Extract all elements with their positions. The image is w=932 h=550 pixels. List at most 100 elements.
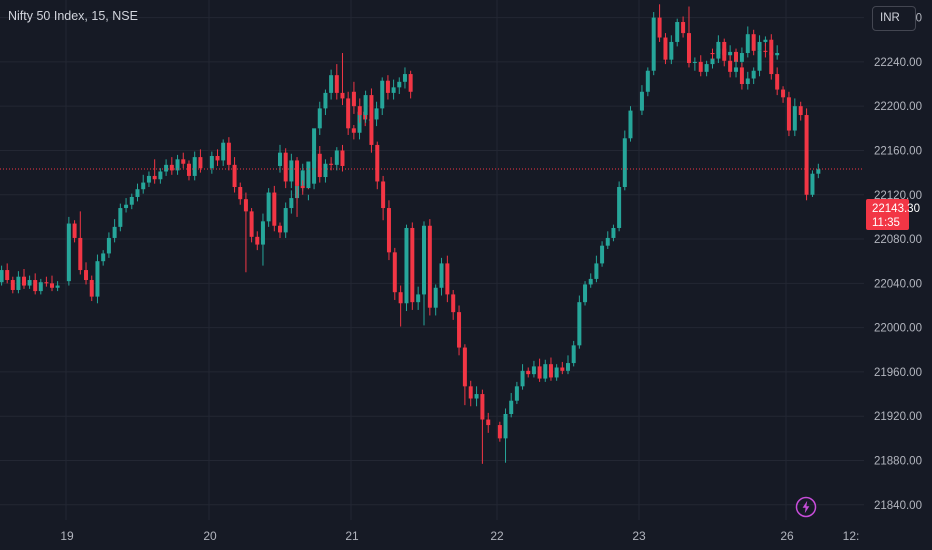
candle-body-99 <box>369 95 374 145</box>
candle-body-32 <box>112 226 117 238</box>
candle-body-73 <box>283 152 288 182</box>
candle-body-179 <box>775 74 780 90</box>
candle-body-61 <box>283 208 288 233</box>
candle-body-37 <box>141 182 146 190</box>
candle-body-34 <box>124 204 129 209</box>
y-tick-label: 22000.00 <box>874 323 922 335</box>
candle-body-50 <box>221 142 226 161</box>
y-tick-label: 21840.00 <box>874 500 922 512</box>
candle-body-25 <box>72 223 77 238</box>
candle-body-128 <box>543 364 548 379</box>
candle-body-16 <box>16 276 21 290</box>
candle-body-48 <box>209 156 214 169</box>
candle-body-93 <box>397 81 402 88</box>
candle-body-122 <box>509 400 514 415</box>
candle-body-80 <box>323 92 328 109</box>
candle-body-31 <box>106 237 111 254</box>
candle-body-154 <box>698 61 703 72</box>
y-tick-label: 22080.00 <box>874 234 922 246</box>
candle-body-107 <box>416 294 421 303</box>
candle-body-78 <box>312 128 317 162</box>
candle-body-22 <box>50 283 54 288</box>
candle-body-51 <box>226 142 231 165</box>
candle-body-47 <box>198 157 203 169</box>
candle-body-14 <box>5 270 10 281</box>
candle-body-20 <box>38 282 43 292</box>
candle-body-182 <box>792 106 797 131</box>
candle-body-90 <box>380 80 385 109</box>
candle-body-40 <box>158 171 163 180</box>
candle-body-64 <box>300 170 305 186</box>
candle-body-70 <box>334 150 339 165</box>
candle-body-84 <box>346 98 351 129</box>
candle-body-49 <box>215 156 220 161</box>
candle-body-171 <box>728 60 733 72</box>
candle-body-135 <box>583 284 588 303</box>
candle-body-155 <box>704 64 709 72</box>
currency-button[interactable]: INR <box>872 6 916 31</box>
candle-body-101 <box>381 181 386 209</box>
candle-body-185 <box>810 173 815 195</box>
candle-body-183 <box>798 106 803 116</box>
x-tick-label: 12: <box>843 529 860 543</box>
lightning-icon[interactable] <box>795 496 817 518</box>
candle-body-167 <box>775 53 780 56</box>
candle-body-176 <box>757 50 762 71</box>
candle-body-136 <box>588 278 593 285</box>
candle-body-129 <box>548 364 553 378</box>
x-tick-label: 23 <box>632 529 646 543</box>
candle-body-159 <box>728 51 733 56</box>
candle-body-152 <box>686 33 691 63</box>
candle-body-21 <box>44 282 49 284</box>
candle-body-60 <box>278 225 282 233</box>
candle-body-13 <box>0 270 4 283</box>
candle-body-53 <box>238 187 243 200</box>
x-tick-label: 19 <box>60 529 74 543</box>
candle-body-98 <box>363 95 368 116</box>
x-tick-label: 22 <box>490 529 504 543</box>
candle-body-148 <box>663 37 668 60</box>
candle-body-91 <box>385 80 390 93</box>
candle-body-178 <box>769 51 774 75</box>
candle-body-82 <box>334 75 339 93</box>
y-tick-label: 22160.00 <box>874 145 922 157</box>
price-axis: 21840.00 21880.00 21920.00 21960.00 22000.00… <box>874 13 922 512</box>
price-tag-value: 22143.30 <box>872 203 920 215</box>
candle-body-74 <box>289 160 294 182</box>
x-tick-label: 20 <box>203 529 217 543</box>
candle-body-144 <box>639 91 644 111</box>
time-axis: 19 20 21 22 23 26 12: <box>60 529 859 543</box>
candle-body-139 <box>605 237 610 246</box>
candle-body-23 <box>55 285 60 288</box>
candle-body-43 <box>175 159 180 171</box>
y-tick-label: 22120.00 <box>874 190 922 202</box>
candle-body-132 <box>566 363 570 371</box>
y-tick-label: 21960.00 <box>874 367 922 379</box>
candle-body-36 <box>135 189 140 197</box>
price-tag-countdown: 11:35 <box>872 217 900 229</box>
candle-body-38 <box>146 175 151 183</box>
candle-body-142 <box>622 138 627 188</box>
candle-body-137 <box>594 263 599 279</box>
candle-body-95 <box>408 74 413 92</box>
candle-body-59 <box>272 192 277 226</box>
candle-body-174 <box>745 78 750 85</box>
candle-body-153 <box>692 61 697 63</box>
candle-body-76 <box>300 185 305 189</box>
candle-body-57 <box>260 221 265 245</box>
candle-body-186 <box>816 169 821 174</box>
candle-body-89 <box>374 108 379 120</box>
y-tick-label: 22240.00 <box>874 57 922 69</box>
candle-body-29 <box>95 261 100 297</box>
candle-body-71 <box>340 150 345 166</box>
candle-body-123 <box>514 386 519 401</box>
candle-body-115 <box>462 347 467 387</box>
candle-body-28 <box>89 280 94 297</box>
candle-body-143 <box>628 110 633 139</box>
candle-body-112 <box>445 263 450 295</box>
candle-body-161 <box>739 53 744 62</box>
candle-body-130 <box>554 367 559 378</box>
candle-body-121 <box>503 414 508 439</box>
candle-body-163 <box>751 34 756 51</box>
